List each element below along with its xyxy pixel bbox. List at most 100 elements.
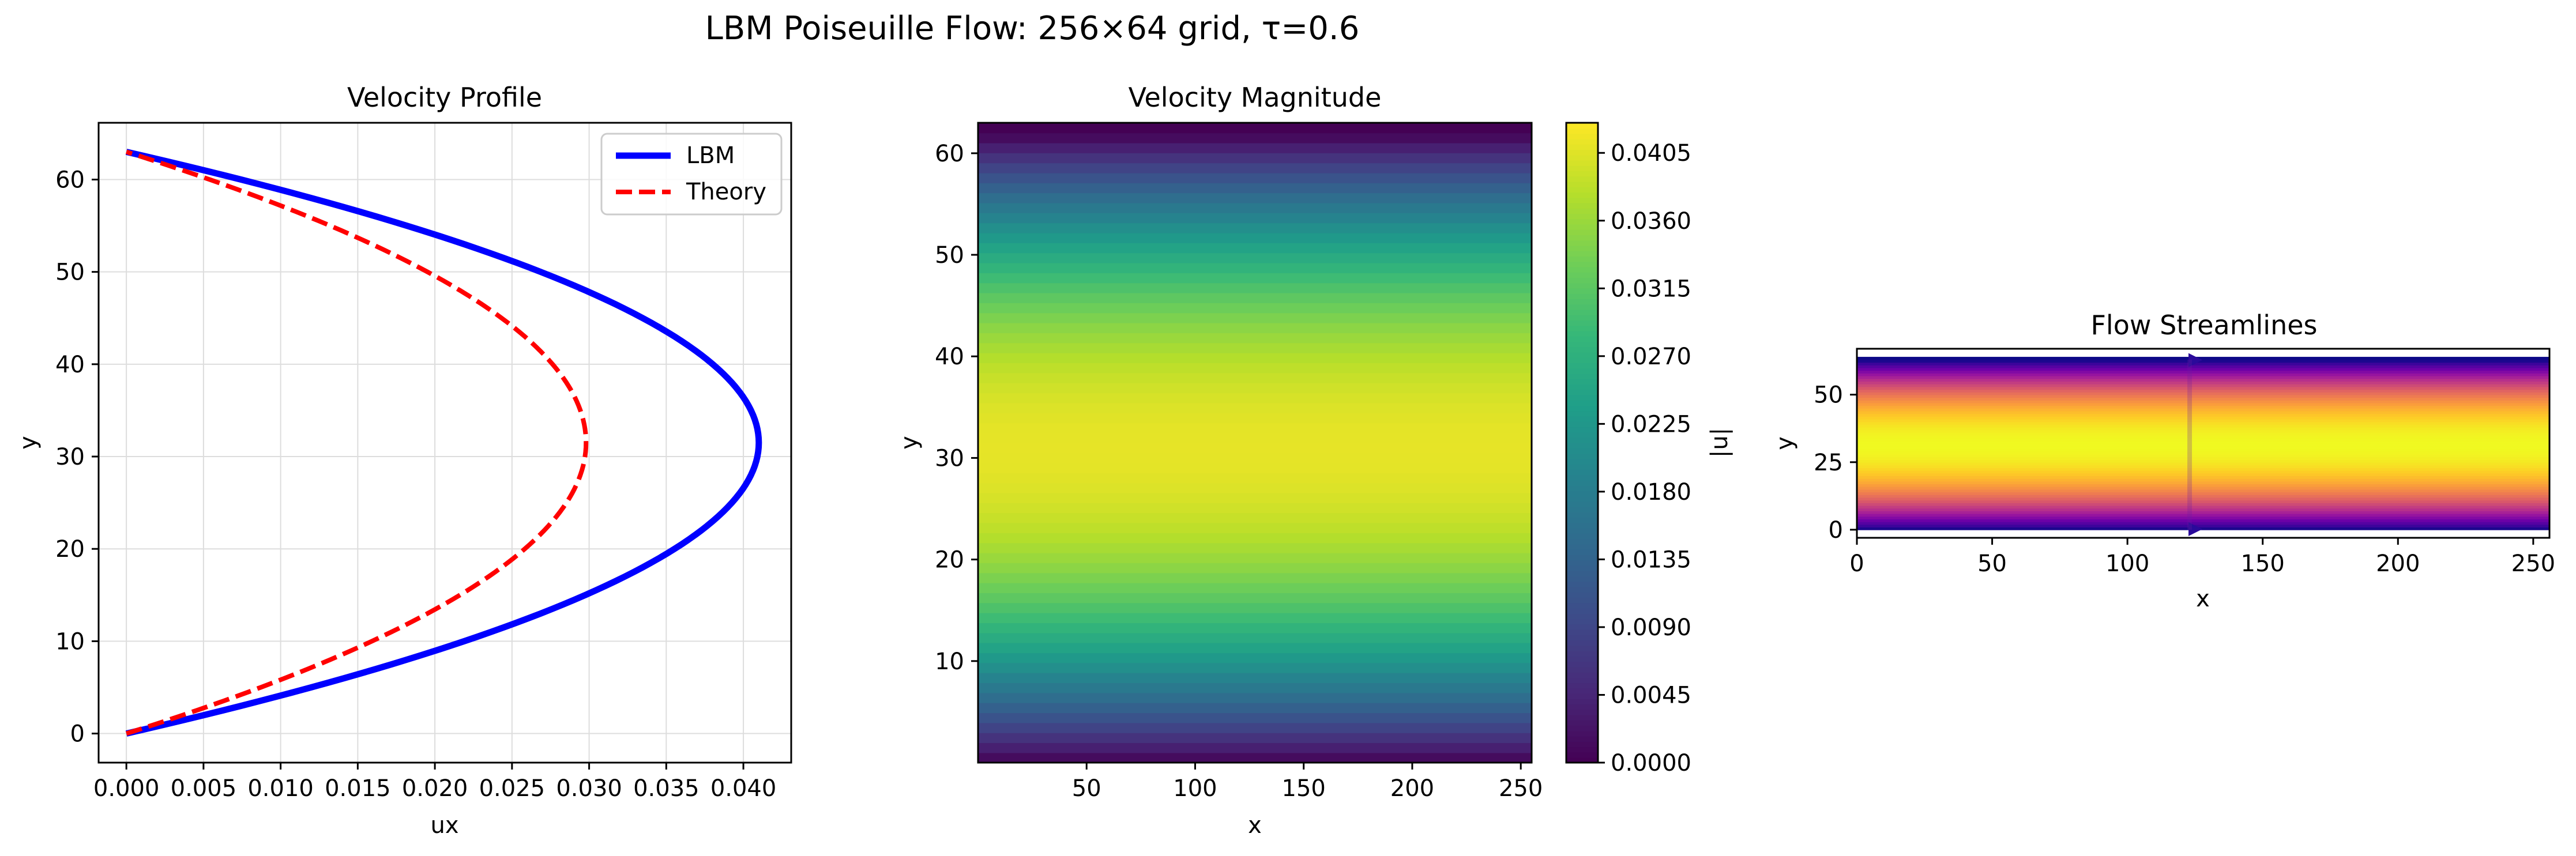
streamline-band [1857,370,2549,374]
heatmap-row [978,202,1532,213]
streamline-arrow [2188,522,2203,537]
x-tick-label: 0.010 [247,775,314,802]
colorbar-strip [1566,720,1598,726]
streamline-band [1857,473,2549,477]
y-tick-label: 30 [935,445,964,472]
heatmap-row [978,443,1532,454]
colorbar-strip [1566,384,1598,390]
heatmap-row [978,292,1532,303]
colorbar-strip [1566,320,1598,326]
colorbar-strip [1566,464,1598,470]
streamline-band [1857,391,2549,395]
colorbar-strip [1566,453,1598,459]
flow-streamlines-ylabel: y [1772,436,1798,450]
colorbar-strip [1566,357,1598,364]
heatmap-row [978,333,1532,344]
streamline-band [1857,378,2549,382]
colorbar-strip [1566,624,1598,630]
heatmap-row [978,582,1532,593]
colorbar-strip [1566,363,1598,369]
colorbar-strip [1566,187,1598,193]
colorbar-strip [1566,352,1598,358]
colorbar-strip [1566,656,1598,662]
x-tick-label: 0.000 [93,775,160,802]
colorbar-strip [1566,693,1598,699]
colorbar-strip [1566,240,1598,246]
velocity-magnitude-ylabel: y [896,436,923,450]
streamline-band [1857,443,2549,447]
heatmap-row [978,722,1532,733]
heatmap-row [978,223,1532,233]
x-tick-label: 250 [2511,550,2555,577]
heatmap-row [978,312,1532,323]
x-tick-label: 100 [1173,775,1217,802]
colorbar-strip [1566,613,1598,620]
streamline-band [1857,527,2549,530]
colorbar-strip [1566,672,1598,678]
velocity-profile-title: Velocity Profile [347,82,542,113]
colorbar-strip [1566,266,1598,273]
x-tick-label: 0.040 [710,775,777,802]
streamline-band [1857,405,2549,409]
colorbar-tick-label: 0.0135 [1611,546,1691,573]
colorbar-tick-label: 0.0405 [1611,140,1691,167]
streamline-band [1857,362,2549,365]
colorbar-strip [1566,309,1598,315]
streamline-band [1857,381,2549,384]
x-tick-label: 0.015 [325,775,391,802]
colorbar-strip [1566,235,1598,241]
heatmap-row [978,482,1532,493]
colorbar-strip [1566,389,1598,395]
colorbar-strip [1566,138,1598,145]
colorbar-strip [1566,640,1598,646]
heatmap-row [978,572,1532,583]
colorbar-frame [1565,122,1599,764]
flow-streamlines-title: Flow Streamlines [2090,310,2317,341]
colorbar-strip [1566,133,1598,139]
x-tick-label: 0.035 [633,775,700,802]
velocity-magnitude-frame [977,122,1533,764]
heatmap-row [978,653,1532,663]
colorbar-strip [1566,645,1598,651]
colorbar-strip [1566,517,1598,523]
colorbar-strip [1566,192,1598,198]
streamline-band [1857,418,2549,423]
colorbar-strip [1566,341,1598,348]
streamline-band [1857,457,2549,460]
heatmap-row [978,692,1532,703]
colorbar-strip [1566,507,1598,513]
colorbar-strip [1566,650,1598,657]
x-tick-label: 0.025 [479,775,546,802]
colorbar-strip [1566,522,1598,529]
flow-streamlines-chart: Flow Streamlines 0 50 100 150 200 250 0 25 50 x… [1772,310,2555,612]
y-tick-label: 40 [935,344,964,370]
streamline-band [1857,519,2549,522]
colorbar-strip [1566,261,1598,267]
colorbar-strip [1566,491,1598,497]
y-tick-label: 0 [70,721,85,748]
heatmap-row [978,193,1532,203]
colorbar-strip [1566,496,1598,502]
colorbar-strip [1566,688,1598,694]
colorbar-strip [1566,682,1598,689]
colorbar-tick-label: 0.0180 [1611,479,1691,506]
heatmap-row [978,473,1532,484]
colorbar-strip [1566,427,1598,433]
x-tick-label: 150 [1282,775,1326,802]
colorbar-strip [1566,346,1598,353]
heatmap-row [978,452,1532,463]
y-tick-label: 10 [935,648,964,675]
streamline-band [1857,359,2549,363]
streamline-band [1857,397,2549,401]
colorbar-strip [1566,299,1598,305]
heatmap-row [978,273,1532,284]
colorbar-strip [1566,474,1598,481]
heatmap-row [978,282,1532,293]
streamline-band [1857,427,2549,431]
velocity-profile-plot-area [99,123,791,763]
colorbar-strip [1566,709,1598,715]
heatmap-row [978,322,1532,334]
streamline-band [1857,513,2549,517]
streamline-arrow [2188,353,2203,367]
streamline-band [1857,505,2549,509]
